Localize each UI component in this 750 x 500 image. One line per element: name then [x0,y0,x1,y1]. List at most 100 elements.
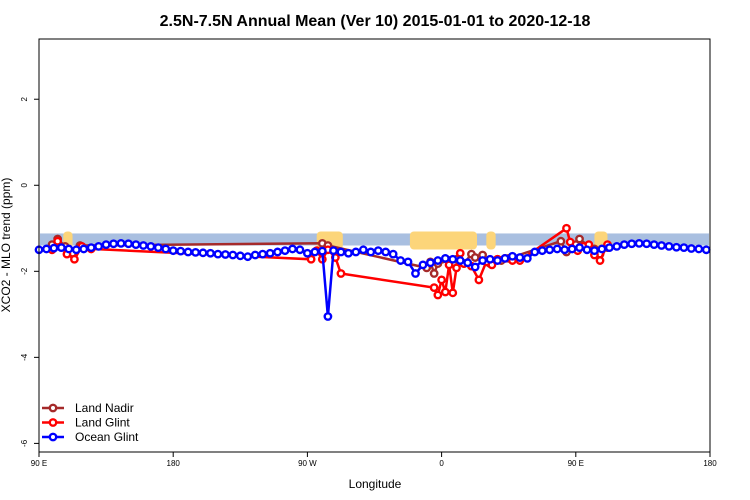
data-point-ocean-glint [664,241,674,251]
x-axis-label: Longitude [349,477,402,491]
data-point-ocean-glint [672,242,681,252]
data-point-land-glint [440,287,450,297]
x-tick-label: 90 W [298,459,317,468]
y-axis: 2 0 -2 -4 -6 [20,96,39,447]
legend-item-ocean-glint: Ocean Glint [42,430,139,444]
data-point-ocean-glint [94,241,104,251]
x-axis: 90 E 180 90 W 0 90 E 180 [31,452,717,468]
data-point-ocean-glint [522,254,532,263]
data-point-ocean-glint [694,244,704,254]
data-point-land-glint [429,283,439,293]
data-point-ocean-glint [627,239,637,249]
data-point-land-glint [53,236,63,246]
x-tick-label: 180 [167,459,181,468]
data-point-ocean-glint [433,256,443,265]
data-point-ocean-glint [49,243,59,253]
data-point-ocean-glint [440,254,450,263]
data-point-ocean-glint [493,256,502,265]
data-point-ocean-glint [295,245,305,255]
data-point-land-glint [565,237,575,247]
data-point-ocean-glint [323,312,333,321]
data-point-ocean-glint [358,245,368,255]
x-tick-label: 180 [703,459,717,468]
data-point-ocean-glint [642,239,652,249]
data-point-ocean-glint [116,238,126,248]
data-point-ocean-glint [161,244,171,254]
data-point-ocean-glint [418,260,428,270]
data-point-land-nadir [556,236,566,246]
data-point-ocean-glint [288,244,297,254]
data-point-ocean-glint [590,246,599,256]
data-point-ocean-glint [310,247,320,257]
data-point-ocean-glint [109,239,118,249]
data-point-ocean-glint [567,244,577,254]
data-point-ocean-glint [280,246,290,256]
data-point-ocean-glint [649,240,659,250]
data-point-ocean-glint [455,256,465,265]
data-point-ocean-glint [168,246,178,256]
data-point-ocean-glint [634,238,644,248]
data-point-ocean-glint [485,254,495,264]
data-point-land-glint [562,223,571,233]
data-point-land-glint [70,254,79,264]
y-tick-label: -4 [20,353,29,361]
data-point-ocean-glint [153,243,163,253]
land-patch [486,231,496,250]
data-point-land-glint [336,269,346,278]
data-point-ocean-glint [612,241,622,251]
data-point-ocean-glint [86,243,96,253]
data-point-ocean-glint [138,241,148,250]
data-point-ocean-glint [686,244,696,253]
data-point-land-glint [448,288,458,298]
data-point-ocean-glint [243,252,253,262]
data-point-ocean-glint [463,258,473,268]
data-point-ocean-glint [679,243,689,253]
data-point-ocean-glint [657,241,666,250]
data-point-ocean-glint [220,250,230,259]
legend-item-land-nadir: Land Nadir [42,401,134,415]
data-point-ocean-glint [537,246,547,256]
y-tick-label: 0 [20,182,29,187]
series-ocean-glint [34,238,711,321]
data-point-ocean-glint [235,251,245,261]
data-point-ocean-glint [101,240,111,250]
data-point-ocean-glint [64,244,74,254]
series-layer [34,223,711,321]
data-point-ocean-glint [403,257,413,267]
data-point-land-nadir [575,234,584,244]
data-point-ocean-glint [317,246,327,256]
legend-item-land-glint: Land Glint [42,416,130,430]
x-tick-label: 90 E [31,459,47,468]
data-point-ocean-glint [183,247,193,257]
data-point-ocean-glint [273,247,282,257]
data-point-ocean-glint [79,244,89,254]
data-point-ocean-glint [198,248,208,258]
data-point-ocean-glint [575,243,584,253]
data-point-ocean-glint [448,254,458,264]
plot-frame [38,38,711,453]
data-point-ocean-glint [515,253,525,262]
data-point-ocean-glint [508,251,517,261]
data-point-ocean-glint [250,250,260,260]
data-point-ocean-glint [426,258,435,268]
data-point-ocean-glint [351,247,361,257]
data-point-ocean-glint [191,247,200,257]
data-point-ocean-glint [373,246,383,256]
data-point-land-glint [455,248,465,258]
y-axis-label: XCO2 - MLO trend (ppm) [0,178,13,313]
data-point-ocean-glint [176,246,186,256]
data-point-ocean-glint [604,243,614,253]
y-tick-label: 2 [20,96,29,101]
data-point-land-glint [306,254,316,264]
data-point-ocean-glint [146,241,156,251]
data-point-ocean-glint [258,249,268,259]
data-point-ocean-glint [597,244,607,254]
legend-label: Land Glint [75,416,130,430]
data-point-ocean-glint [582,245,592,255]
x-tick-label: 90 E [568,459,584,468]
y-tick-label: -2 [20,267,29,275]
data-point-land-glint [444,260,454,270]
data-point-land-glint [433,290,443,300]
data-point-ocean-glint [56,243,66,253]
